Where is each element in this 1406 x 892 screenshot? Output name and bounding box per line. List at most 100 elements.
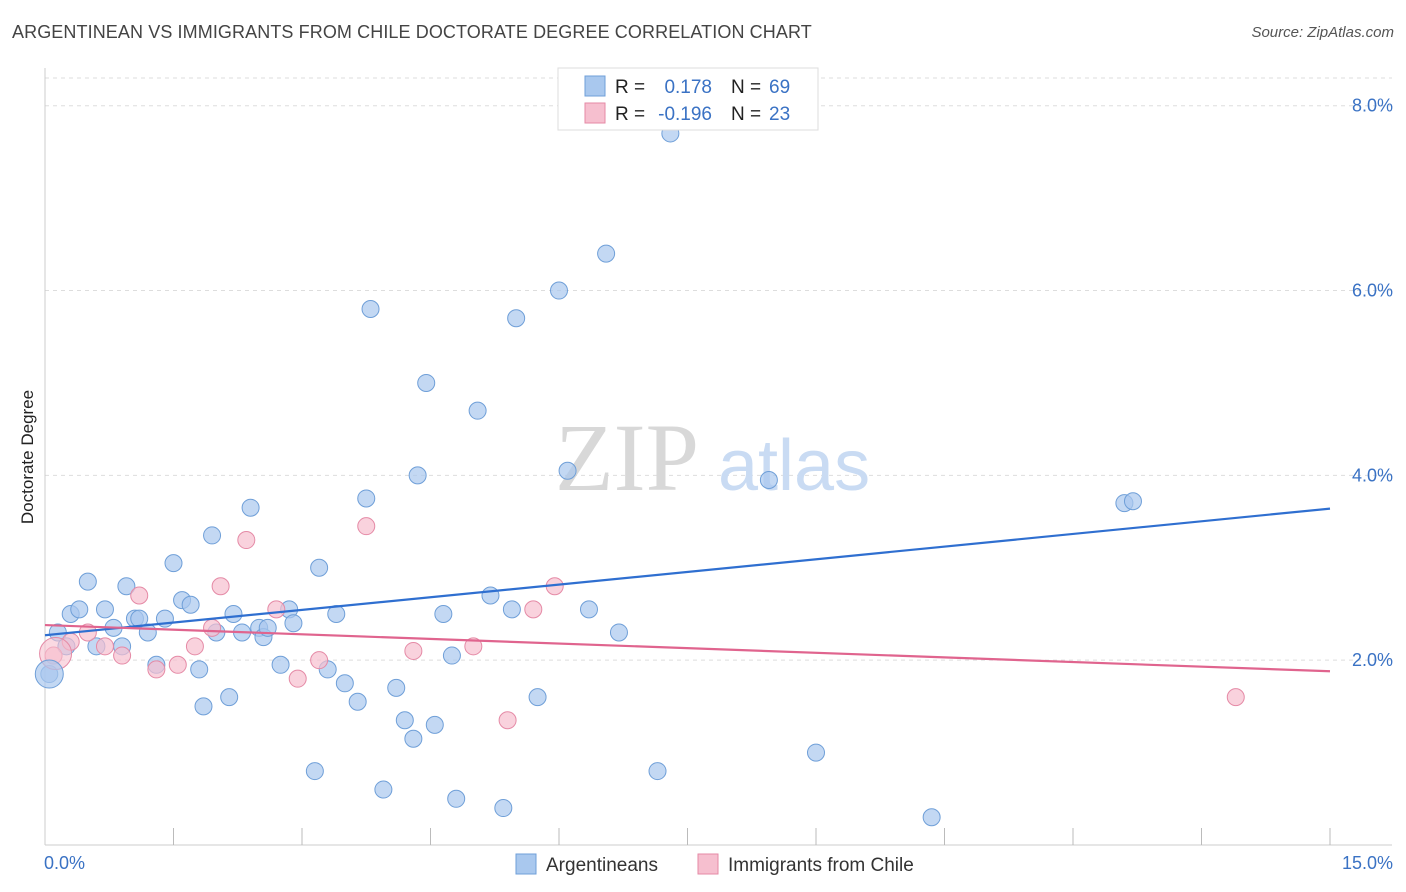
argentinean-point	[550, 281, 568, 300]
watermark: ZIP atlas	[555, 404, 870, 511]
chile-point	[288, 669, 307, 688]
argentinean-point	[922, 808, 941, 827]
y-tick-label: 6.0%	[1352, 281, 1393, 301]
x-tick-label: 15.0%	[1342, 853, 1393, 873]
chile-point	[95, 637, 114, 656]
argentinean-point	[579, 600, 598, 619]
chile-point	[168, 655, 187, 674]
argentinean-point	[181, 595, 200, 614]
argentinean-point	[361, 300, 380, 319]
argentinean-point	[447, 789, 466, 808]
legend-n-value-pink: 23	[769, 104, 790, 125]
chile-point	[113, 646, 132, 665]
argentinean-point	[220, 688, 239, 707]
argentinean-point	[78, 572, 97, 591]
legend-r-value-blue: 0.178	[664, 77, 712, 98]
bottom-legend-swatch-pink	[697, 853, 719, 875]
chile-point	[310, 651, 329, 670]
bottom-legend: Argentineans Immigrants from Chile	[515, 853, 914, 876]
legend-swatch-blue	[584, 75, 606, 97]
legend-n-label-pink: N =	[731, 104, 761, 125]
y-tick-label: 8.0%	[1352, 96, 1393, 116]
chile-point	[147, 660, 166, 679]
argentinean-point	[395, 711, 414, 730]
argentinean-point	[348, 692, 367, 711]
argentinean-point	[70, 600, 89, 619]
chile-point	[1226, 688, 1245, 707]
chile-point	[404, 641, 423, 660]
argentinean-point	[434, 604, 453, 623]
argentinean-point	[284, 614, 303, 633]
trend-layer	[44, 507, 1331, 673]
argentinean-point	[271, 655, 290, 674]
argentinean-point	[404, 729, 423, 748]
argentinean-point	[95, 600, 114, 619]
argentinean-point	[224, 604, 243, 623]
legend-r-value-pink: -0.196	[658, 104, 712, 125]
bottom-legend-swatch-blue	[515, 853, 537, 875]
argentinean-point	[117, 577, 136, 596]
argentinean-point-large	[34, 659, 64, 689]
x-tick-label: 0.0%	[44, 853, 85, 873]
argentinean-point	[759, 470, 778, 489]
y-axis-label: Doctorate Degree	[18, 390, 37, 524]
chile-point	[357, 517, 376, 536]
argentinean-point	[190, 660, 209, 679]
argentinean-point	[807, 743, 825, 762]
legend-n-label-blue: N =	[731, 77, 761, 98]
y-tick-label: 2.0%	[1352, 650, 1393, 670]
argentinean-point	[597, 244, 616, 263]
argentinean-point	[558, 461, 577, 480]
chart-title: ARGENTINEAN VS IMMIGRANTS FROM CHILE DOC…	[12, 22, 812, 42]
argentinean-point	[494, 799, 513, 818]
legend-r-label-blue: R =	[615, 77, 645, 98]
argentinean-point	[310, 558, 329, 577]
bottom-legend-label-blue: Argentineans	[546, 855, 658, 876]
argentinean-point	[425, 715, 444, 734]
chile-point	[203, 618, 222, 637]
watermark-atlas: atlas	[718, 426, 870, 506]
chile-point	[211, 577, 230, 596]
argentinean-point	[357, 489, 376, 508]
argentinean-point	[387, 678, 406, 697]
legend-swatch-pink	[584, 102, 606, 124]
chile-point	[498, 711, 517, 730]
chile-point	[464, 637, 483, 656]
argentinean-point	[194, 697, 213, 716]
y-tick-label: 4.0%	[1352, 465, 1393, 485]
chile-point	[130, 586, 149, 605]
watermark-zip: ZIP	[555, 404, 699, 511]
argentinean-point	[203, 526, 222, 545]
argentinean-point	[305, 762, 324, 781]
argentinean-point	[241, 498, 260, 517]
legend-n-value-blue: 69	[769, 77, 790, 98]
argentinean-point	[442, 646, 461, 665]
argentinean-point	[130, 609, 149, 628]
bottom-legend-label-pink: Immigrants from Chile	[728, 855, 914, 876]
argentinean-point	[408, 466, 427, 485]
argentinean-point	[335, 674, 354, 693]
argentinean-point	[468, 401, 487, 420]
grid-layer	[45, 77, 1392, 661]
argentinean-point	[417, 373, 436, 392]
argentinean-trendline	[44, 507, 1331, 637]
chile-point	[185, 637, 204, 656]
points-layer	[34, 124, 1245, 827]
argentinean-point	[164, 554, 183, 573]
argentinean-point	[374, 780, 393, 799]
chile-point	[524, 600, 543, 619]
argentinean-point	[1123, 492, 1142, 511]
chile-trendline	[44, 623, 1331, 673]
argentinean-point	[507, 309, 526, 328]
legend-r-label-pink: R =	[615, 104, 645, 125]
top-legend: R = 0.178 N = 69 R = -0.196 N = 23	[557, 67, 819, 131]
chile-point	[237, 531, 256, 550]
argentinean-point	[528, 688, 547, 707]
source-label: Source: ZipAtlas.com	[1251, 24, 1394, 41]
argentinean-point	[481, 586, 500, 605]
argentinean-point	[609, 623, 628, 642]
axis-layer: 2.0% 4.0% 6.0% 8.0% 0.0% 15.0%	[44, 68, 1393, 873]
argentinean-point	[648, 762, 667, 781]
argentinean-point	[502, 600, 521, 619]
